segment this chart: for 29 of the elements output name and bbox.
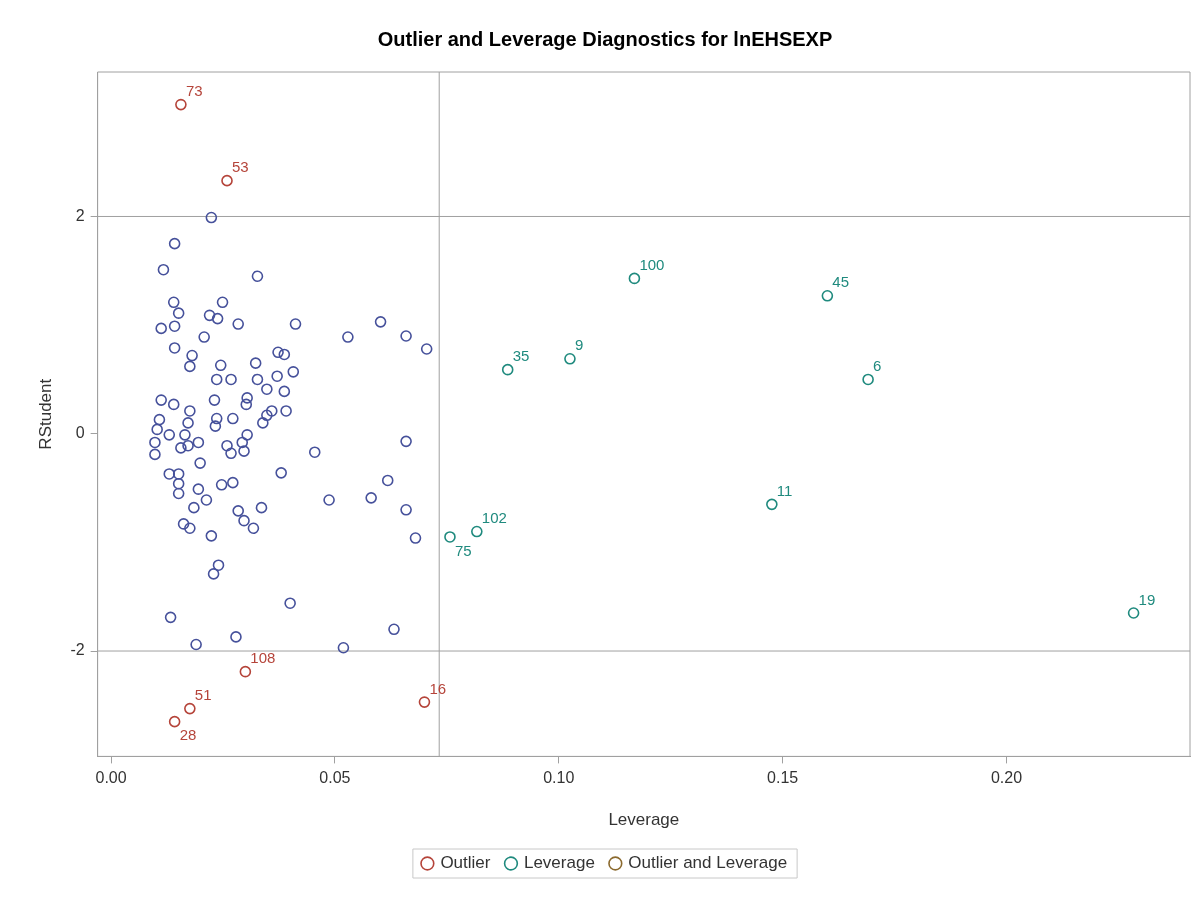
annotation: 53 bbox=[232, 158, 249, 176]
annotation: 45 bbox=[832, 273, 850, 291]
legend-label: Outlier and Leverage bbox=[628, 853, 788, 873]
annotation: 73 bbox=[185, 82, 203, 100]
annotation: 19 bbox=[1138, 590, 1156, 608]
annotation: 35 bbox=[512, 347, 530, 365]
annotation: 16 bbox=[429, 679, 447, 697]
annotation: 108 bbox=[250, 649, 276, 667]
x-tick-label: 0.15 bbox=[767, 769, 799, 787]
annotation: 75 bbox=[454, 541, 472, 559]
y-tick-label: 2 bbox=[75, 206, 85, 224]
y-axis-title: RStudent bbox=[35, 378, 55, 450]
x-axis-title: Leverage bbox=[608, 810, 680, 830]
x-tick-label: 0.20 bbox=[990, 769, 1023, 787]
annotation: 28 bbox=[179, 726, 197, 744]
legend-label: Outlier bbox=[440, 853, 491, 873]
annotation: 11 bbox=[776, 482, 793, 500]
chart-title: Outlier and Leverage Diagnostics for lnEHSEXP bbox=[377, 27, 833, 50]
annotation: 100 bbox=[639, 256, 665, 274]
annotation: 9 bbox=[574, 336, 584, 354]
x-tick-label: 0.10 bbox=[543, 769, 575, 787]
y-tick-label: -2 bbox=[70, 641, 85, 659]
annotation: 6 bbox=[873, 357, 882, 375]
x-tick-label: 0.00 bbox=[95, 769, 127, 787]
legend-label: Leverage bbox=[523, 853, 595, 873]
annotation: 51 bbox=[194, 686, 212, 704]
x-tick-label: 0.05 bbox=[319, 769, 351, 787]
annotation: 102 bbox=[481, 509, 507, 527]
y-tick-label: 0 bbox=[75, 424, 85, 442]
